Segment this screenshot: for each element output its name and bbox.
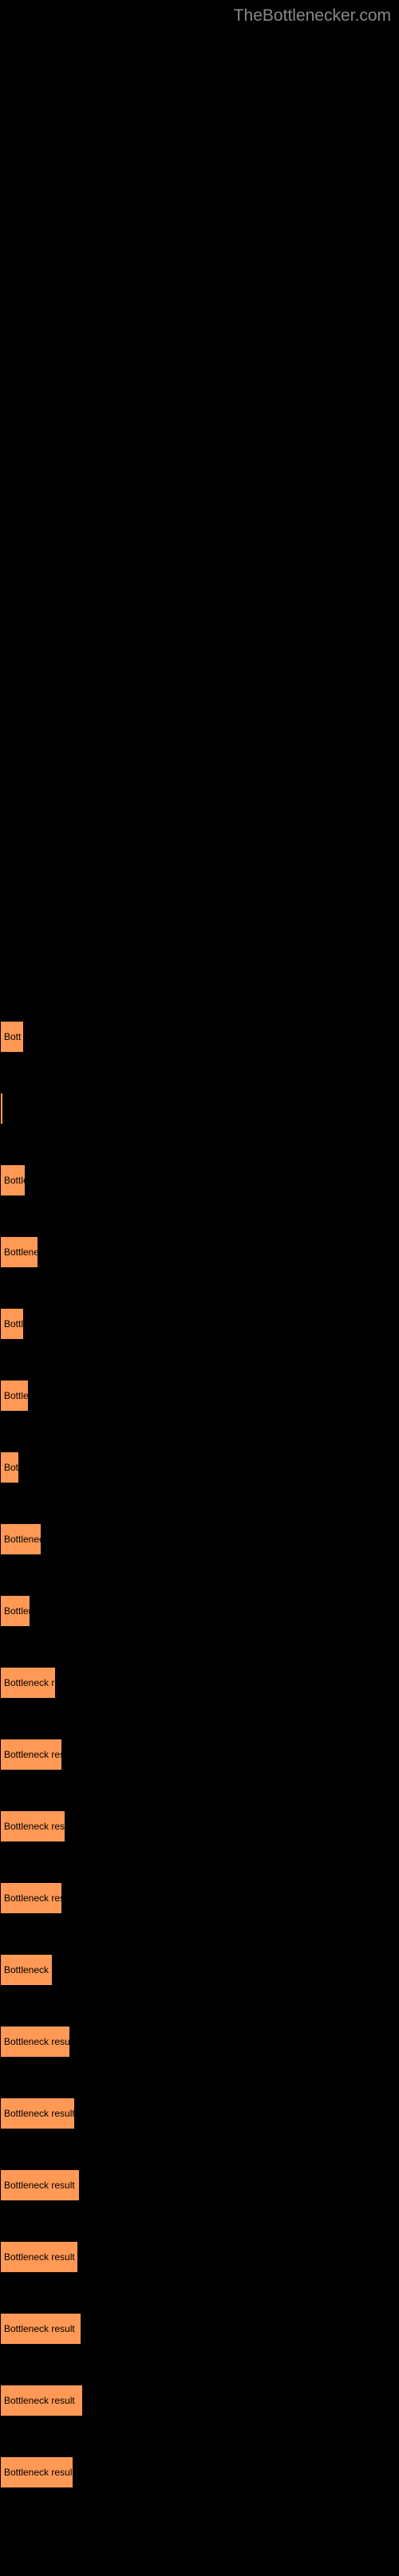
bar: Bottleneck resul [0, 1882, 62, 1914]
bar [0, 1093, 3, 1125]
bar-label: Bottleneck result [4, 2323, 82, 2334]
watermark-text: TheBottlenecker.com [234, 6, 391, 26]
bar: Bottleneck res [0, 1667, 56, 1699]
bar: Bottleneck result [0, 1810, 65, 1842]
bar-label: Bottle [4, 1318, 25, 1329]
bar: Bottleneck result [0, 2456, 73, 2488]
bar: Bottleneck [0, 1523, 41, 1555]
bar-label: Bottleneck result [4, 2036, 71, 2047]
bar: Bottleneck re [0, 1954, 53, 1986]
bar-label: Bottleneck result [4, 1821, 66, 1832]
bar: Bottleneck resu [0, 1739, 62, 1771]
bar: Bottleneck result [0, 2313, 81, 2345]
bar-label: Bottleneck result [4, 2467, 74, 2478]
bar: Bottle [0, 1308, 24, 1340]
bar: Bottlenec [0, 1236, 38, 1268]
bar: Bottlen [0, 1380, 29, 1412]
bar-label: Bottleneck resu [4, 1749, 63, 1760]
bar-label: Bott [4, 1031, 25, 1042]
bar-label: Bottleneck resul [4, 1893, 63, 1904]
bar: Bottleneck result [0, 2169, 80, 2201]
bar-label: Bottleneck result [4, 2180, 81, 2191]
bar-label: Bottlenec [4, 1247, 39, 1258]
bar: Bottle [0, 1164, 26, 1196]
bar-label: Bottleneck result [4, 2395, 84, 2406]
bar: Bottleneck result [0, 2097, 75, 2129]
bar-label: Bottleneck [4, 1534, 42, 1545]
bar-label: Bottlen [4, 1390, 30, 1401]
bar-label: Bottleneck result [4, 2251, 79, 2263]
bar: Bottleneck result [0, 2026, 70, 2058]
bar-label: Bottleneck res [4, 1677, 57, 1688]
bar: Bot [0, 1451, 19, 1483]
bar-label: Bottle [4, 1175, 26, 1186]
bar-label: Bottleneck re [4, 1964, 53, 1975]
bar: Bottleneck result [0, 2241, 78, 2273]
bar-label: Bottleneck result [4, 2108, 76, 2119]
bar-label: Bottlen [4, 1605, 31, 1617]
bar-label: Bot [4, 1462, 20, 1473]
bar: Bottlen [0, 1595, 30, 1627]
bar: Bott [0, 1021, 24, 1053]
bar: Bottleneck result [0, 2385, 83, 2416]
bar-chart: Bott Bottle Bottlenec Bottle Bottlen Bot Bottl… [0, 1021, 399, 2568]
